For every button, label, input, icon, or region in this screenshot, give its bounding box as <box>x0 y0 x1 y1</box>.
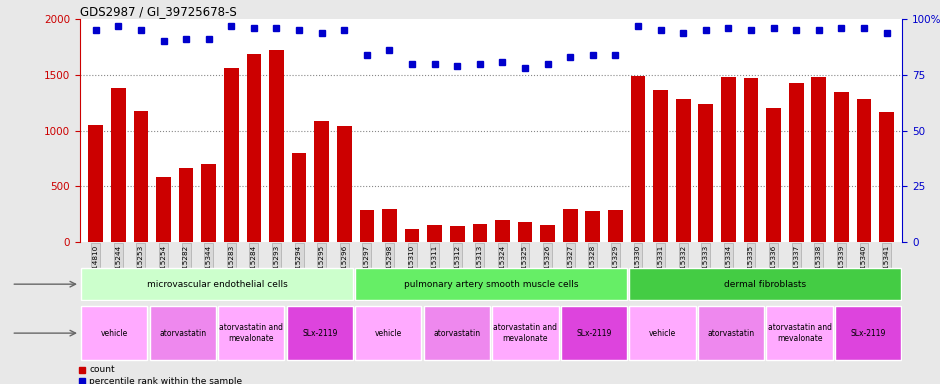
Bar <box>676 99 691 242</box>
Bar <box>834 92 849 242</box>
Bar <box>586 211 600 242</box>
Bar <box>133 111 149 242</box>
Bar <box>359 210 374 242</box>
Bar <box>698 104 713 242</box>
Text: SLx-2119: SLx-2119 <box>851 329 885 338</box>
Bar <box>811 77 826 242</box>
Bar <box>697 306 764 361</box>
Bar <box>428 225 442 242</box>
Bar <box>721 77 736 242</box>
Text: pulmonary artery smooth muscle cells: pulmonary artery smooth muscle cells <box>404 280 578 289</box>
Bar <box>383 209 397 242</box>
Bar <box>630 306 696 361</box>
Bar <box>631 76 646 242</box>
Text: atorvastatin and
mevalonate: atorvastatin and mevalonate <box>768 323 832 343</box>
Text: count: count <box>89 365 115 374</box>
Bar <box>879 112 894 242</box>
Bar <box>179 169 194 242</box>
Text: atorvastatin and
mevalonate: atorvastatin and mevalonate <box>494 323 557 343</box>
Bar <box>744 78 759 242</box>
Text: dermal fibroblasts: dermal fibroblasts <box>724 280 807 289</box>
Bar <box>563 209 577 242</box>
Text: atorvastatin and
mevalonate: atorvastatin and mevalonate <box>219 323 283 343</box>
Text: GDS2987 / GI_39725678-S: GDS2987 / GI_39725678-S <box>80 5 237 18</box>
Bar <box>450 226 464 242</box>
Text: atorvastatin: atorvastatin <box>159 329 206 338</box>
Bar <box>495 220 509 242</box>
Bar <box>355 306 421 361</box>
Bar <box>561 306 627 361</box>
Bar <box>835 306 901 361</box>
Bar <box>540 225 555 242</box>
Bar <box>405 228 419 242</box>
Text: SLx-2119: SLx-2119 <box>576 329 612 338</box>
Bar <box>111 88 126 242</box>
Text: microvascular endothelial cells: microvascular endothelial cells <box>147 280 288 289</box>
Bar <box>291 153 306 242</box>
Bar <box>766 108 781 242</box>
Bar <box>653 91 668 242</box>
Bar <box>287 306 352 361</box>
Text: vehicle: vehicle <box>101 329 128 338</box>
Bar <box>424 306 490 361</box>
Bar <box>789 83 804 242</box>
Bar <box>81 268 352 300</box>
Text: vehicle: vehicle <box>375 329 402 338</box>
Bar <box>473 223 487 242</box>
Bar <box>766 306 833 361</box>
Bar <box>630 268 901 300</box>
Bar <box>608 210 623 242</box>
Bar <box>201 164 216 242</box>
Text: vehicle: vehicle <box>649 329 676 338</box>
Bar <box>337 126 352 242</box>
Bar <box>493 306 558 361</box>
Bar <box>518 222 532 242</box>
Bar <box>246 54 261 242</box>
Bar <box>314 121 329 242</box>
Bar <box>81 306 148 361</box>
Text: atorvastatin: atorvastatin <box>433 329 480 338</box>
Bar <box>88 125 103 242</box>
Text: SLx-2119: SLx-2119 <box>302 329 337 338</box>
Bar <box>269 50 284 242</box>
Bar <box>224 68 239 242</box>
Text: atorvastatin: atorvastatin <box>708 329 755 338</box>
Bar <box>856 99 871 242</box>
Text: percentile rank within the sample: percentile rank within the sample <box>89 377 243 384</box>
Bar <box>218 306 285 361</box>
Bar <box>149 306 216 361</box>
Bar <box>355 268 627 300</box>
Bar <box>156 177 171 242</box>
